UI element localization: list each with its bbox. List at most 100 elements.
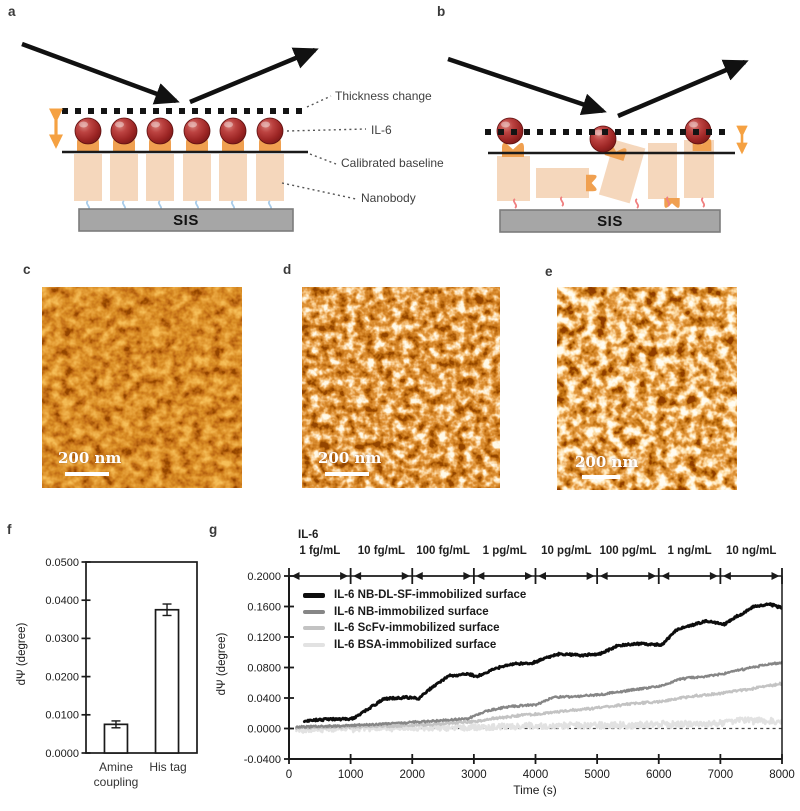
g-segment-label: 100 fg/mL <box>416 545 470 557</box>
f-category-amine: Amine coupling <box>93 760 139 789</box>
legend-swatch-line <box>303 642 325 647</box>
afm-image-d: 200 nm <box>302 287 500 488</box>
afm-image-c: 200 nm <box>42 287 242 488</box>
f-y-tick-label: 0.0200 <box>45 671 79 683</box>
reflected-beam-arrow-b <box>617 59 749 119</box>
nanobody-shapes-b <box>497 139 714 204</box>
g-concentration-labels: 1 fg/mL 10 fg/mL 100 fg/mL 1 pg/mL 10 pg/mL 1… <box>240 545 800 559</box>
g-y-tick-label: 0.0000 <box>247 723 281 735</box>
g-segment-label: 10 ng/mL <box>725 545 777 557</box>
legend-label: IL-6 ScFv-immobilized surface <box>334 622 500 635</box>
g-curves <box>295 602 782 734</box>
g-analyte-title: IL-6 <box>298 529 319 541</box>
f-bar <box>154 608 180 754</box>
afm-image-e: 200 nm <box>557 287 737 490</box>
g-x-tick-label: 2000 <box>399 769 425 781</box>
bar-chart-f: 0.0000 0.0100 0.0200 0.0300 0.0400 0.0500 <box>45 557 198 760</box>
label-thickness-change: Thickness change <box>335 89 432 103</box>
g-segment-label: 10 fg/mL <box>357 545 406 557</box>
f-y-axis-label: dΨ (degree) <box>16 622 28 686</box>
g-series-3 <box>295 716 782 734</box>
diagram-b <box>447 56 749 233</box>
scale-bar-d <box>325 472 369 476</box>
g-segment-arrowhead-left <box>661 572 670 580</box>
panel-g-letter: g <box>209 522 218 537</box>
g-segment-arrowhead-left <box>722 572 731 580</box>
g-segment-arrowhead-left <box>291 572 300 580</box>
g-y-axis-label: dΨ (degree) <box>216 632 228 696</box>
g-y-tick-label: 0.2000 <box>247 571 281 583</box>
f-y-tick-label: 0.0000 <box>45 748 79 760</box>
diagram-a <box>21 41 367 232</box>
legend-label: IL-6 BSA-immobilized surface <box>334 638 497 651</box>
g-segment-arrowhead-left <box>538 572 546 580</box>
legend-item: IL-6 BSA-immobilized surface <box>303 639 526 652</box>
sis-label-a: SIS <box>173 212 199 229</box>
g-y-tick-label: -0.0400 <box>244 754 281 766</box>
g-segment-arrowhead-right <box>401 572 410 580</box>
g-series-2 <box>295 681 782 731</box>
g-segment-arrowhead-right <box>463 572 472 580</box>
scale-bar-label-c: 200 nm <box>58 449 122 467</box>
scale-bar-label-e: 200 nm <box>575 453 639 471</box>
label-calibrated-baseline: Calibrated baseline <box>341 156 444 170</box>
g-y-tick-label: 0.0400 <box>247 693 281 705</box>
g-x-axis-label: Time (s) <box>513 783 557 797</box>
panel-e-letter: e <box>545 264 553 279</box>
f-y-tick-label: 0.0400 <box>45 595 79 607</box>
g-segment-arrowhead-left <box>599 572 608 580</box>
leader-lines-a <box>281 95 367 200</box>
panel-d-letter: d <box>283 262 292 277</box>
scale-bar-label-d: 200 nm <box>318 449 382 467</box>
g-y-tick-label: 0.0800 <box>247 662 281 674</box>
g-segment-arrowhead-right <box>586 572 595 580</box>
g-segment-label: 1 pg/mL <box>482 545 527 557</box>
g-segment-label: 1 fg/mL <box>299 545 341 557</box>
panel-c-letter: c <box>23 262 31 277</box>
g-series-1 <box>295 661 782 729</box>
legend-swatch-line <box>303 626 325 631</box>
label-il6: IL-6 <box>371 123 392 137</box>
line-chart-g: 0.2000 0.1600 0.1200 0.0800 0.0400 0.0000 -0.0… <box>244 568 795 781</box>
g-segment-arrowhead-right <box>340 572 349 580</box>
f-plot-frame <box>85 561 198 754</box>
f-category-histag: His tag <box>149 760 187 774</box>
panel-a-letter: a <box>8 4 16 19</box>
incident-beam-arrow <box>21 41 180 105</box>
g-segment-arrowhead-right <box>709 572 718 580</box>
g-x-tick-label: 8000 <box>769 769 795 781</box>
g-x-tick-label: 6000 <box>646 769 672 781</box>
f-y-tick-label: 0.0500 <box>45 557 79 569</box>
g-segment-arrowhead-left <box>353 572 362 580</box>
legend-item: IL-6 NB-DL-SF-immobilized surface <box>303 589 526 602</box>
f-y-tick-label: 0.0100 <box>45 710 79 722</box>
g-x-tick-label: 1000 <box>338 769 364 781</box>
legend-swatch-line <box>303 592 325 598</box>
legend-swatch-line <box>303 609 325 614</box>
g-x-tick-label: 0 <box>286 769 292 781</box>
legend-item: IL-6 ScFv-immobilized surface <box>303 622 526 635</box>
g-segment-label: 10 pg/mL <box>541 545 592 557</box>
chart-legend: IL-6 NB-DL-SF-immobilized surface IL-6 N… <box>303 589 526 651</box>
incident-beam-arrow-b <box>447 56 607 116</box>
sis-substrate-a <box>78 208 294 232</box>
g-y-tick-label: 0.1200 <box>247 632 281 644</box>
panel-b-letter: b <box>437 4 446 19</box>
f-bar <box>103 723 129 754</box>
il6-spheres-a <box>74 117 284 145</box>
f-y-tick-label: 0.0300 <box>45 633 79 645</box>
g-x-tick-label: 3000 <box>461 769 487 781</box>
reflected-beam-arrow <box>189 47 319 105</box>
scale-bar-e <box>582 475 620 479</box>
scale-bar-c <box>65 472 109 476</box>
g-segment-arrowhead-right <box>771 572 780 580</box>
nanobody-cups-a <box>77 137 281 152</box>
g-segment-arrowhead-right <box>648 572 657 580</box>
label-nanobody: Nanobody <box>361 191 416 205</box>
g-segment-arrowhead-right <box>525 572 533 580</box>
legend-item: IL-6 NB-immobilized surface <box>303 606 526 619</box>
legend-label: IL-6 NB-DL-SF-immobilized surface <box>334 589 527 602</box>
g-y-tick-label: 0.1600 <box>247 601 281 613</box>
sis-substrate-b <box>499 209 721 233</box>
g-x-tick-label: 7000 <box>708 769 734 781</box>
